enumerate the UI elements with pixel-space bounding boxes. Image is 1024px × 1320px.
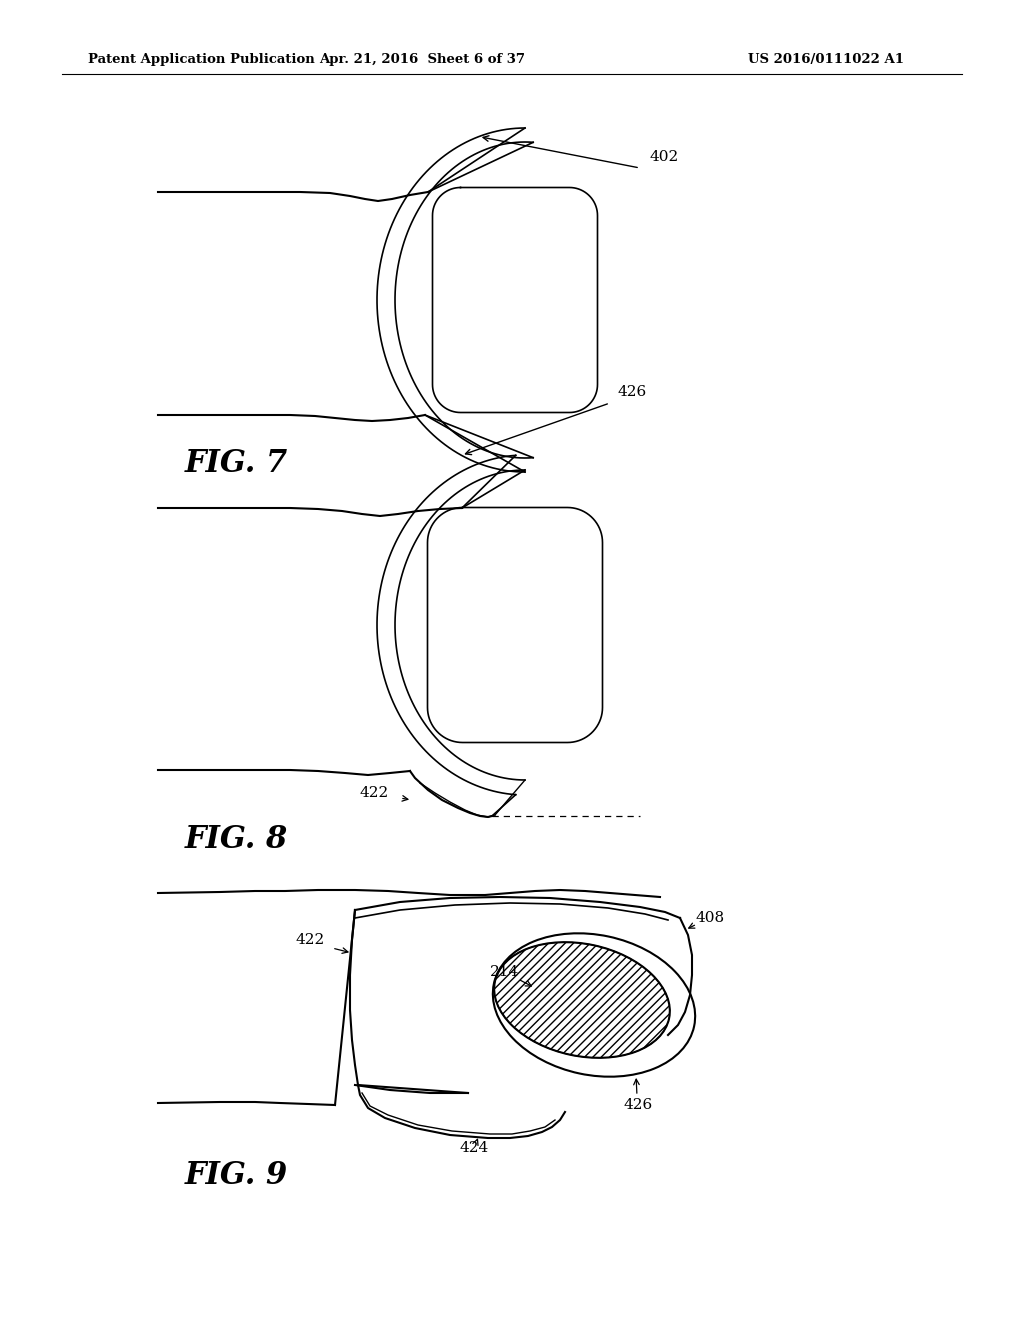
Text: FIG. 8: FIG. 8: [185, 825, 288, 855]
Text: FIG. 9: FIG. 9: [185, 1159, 288, 1191]
Text: 422: 422: [295, 933, 325, 946]
Text: FIG. 7: FIG. 7: [185, 447, 288, 479]
Text: Patent Application Publication: Patent Application Publication: [88, 54, 314, 66]
Text: 426: 426: [623, 1098, 652, 1111]
Ellipse shape: [495, 942, 670, 1057]
Text: 408: 408: [695, 911, 724, 925]
Text: Apr. 21, 2016  Sheet 6 of 37: Apr. 21, 2016 Sheet 6 of 37: [319, 54, 525, 66]
Text: US 2016/0111022 A1: US 2016/0111022 A1: [748, 54, 904, 66]
Text: 422: 422: [360, 785, 389, 800]
Text: 426: 426: [618, 385, 647, 399]
Text: 214: 214: [490, 965, 519, 979]
Text: 402: 402: [650, 150, 679, 164]
Text: 424: 424: [460, 1140, 489, 1155]
